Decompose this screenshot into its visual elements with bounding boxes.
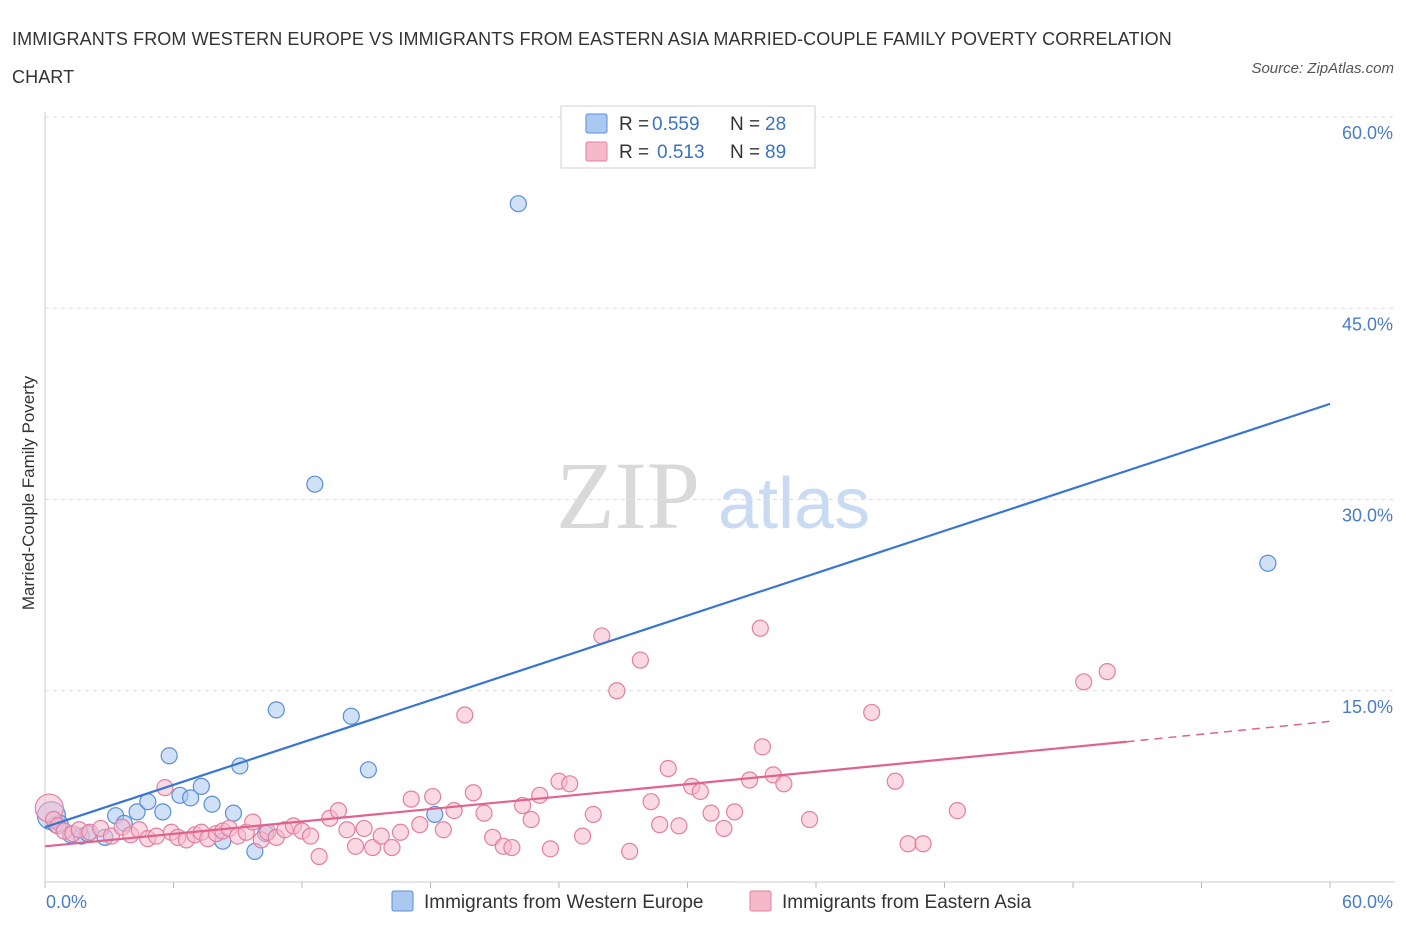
legend-swatch-western-europe [585, 113, 608, 134]
y-tick-label-3: 60.0% [1342, 123, 1393, 143]
x-tick-labels: 0.0% 60.0% [46, 892, 1393, 912]
western-europe-point-23 [306, 475, 324, 493]
eastern-asia-point-41 [372, 827, 390, 845]
western-europe-point-9 [128, 803, 146, 821]
y-tick-label-1: 30.0% [1342, 506, 1393, 526]
eastern-asia-point-34 [310, 847, 328, 866]
eastern-asia-point-58 [541, 840, 560, 858]
eastern-asia-point-77 [751, 619, 769, 637]
eastern-asia-point-69 [659, 759, 677, 778]
legend-swatch-eastern-asia [585, 141, 608, 162]
x-tick-label-max: 60.0% [1342, 892, 1393, 912]
eastern-asia-point-70 [670, 817, 688, 835]
eastern-asia-point-83 [886, 772, 904, 790]
y-tick-labels: 15.0% 30.0% 45.0% 60.0% [1342, 123, 1393, 717]
eastern-asia-point-38 [346, 837, 365, 855]
eastern-asia-point-42 [383, 838, 401, 857]
y-axis-label: Married-Couple Family Poverty [19, 375, 38, 610]
eastern-asia-point-80 [775, 775, 793, 793]
eastern-asia-point-43 [391, 823, 410, 841]
eastern-asia-point-73 [702, 804, 720, 822]
eastern-asia-point-76 [741, 771, 759, 789]
bottom-legend-label-eastern-asia: Immigrants from Eastern Asia [782, 892, 1032, 913]
watermark-zip: ZIP [556, 442, 700, 549]
western-europe-point-27 [509, 195, 527, 213]
y-tick-label-2: 45.0% [1342, 314, 1393, 334]
eastern-asia-point-49 [456, 706, 474, 724]
eastern-asia-point-67 [642, 793, 660, 811]
bottom-legend-swatch-eastern-asia [749, 890, 772, 912]
eastern-asia-point-84 [899, 835, 917, 853]
eastern-asia-point-48 [445, 801, 463, 820]
western-europe-point-26 [426, 805, 444, 824]
western-europe-point-16 [203, 795, 221, 813]
eastern-asia-point-87 [1075, 673, 1093, 691]
legend-n-label-b: N = [730, 142, 760, 163]
bottom-legend-label-western-europe: Immigrants from Western Europe [424, 892, 703, 913]
eastern-asia-point-44 [402, 790, 420, 808]
western-europe-point-28 [1259, 554, 1277, 572]
western-europe-point-15 [192, 777, 210, 795]
eastern-asia-point-64 [608, 682, 626, 700]
eastern-asia-point-50 [464, 784, 482, 802]
eastern-asia-point-60 [561, 775, 579, 793]
chart-title: IMMIGRANTS FROM WESTERN EUROPE VS IMMIGR… [12, 29, 1172, 87]
trend-line-western-europe [44, 402, 1331, 829]
western-europe-point-18 [224, 804, 243, 822]
eastern-asia-point-33 [301, 827, 320, 845]
series-legend: Immigrants from Western Europe Immigrant… [391, 890, 1032, 913]
axes [44, 112, 1395, 888]
eastern-asia-point-75 [726, 803, 744, 821]
legend-n-label-a: N = [730, 114, 760, 135]
eastern-asia-point-37 [338, 821, 356, 839]
bottom-legend-swatch-western-europe [391, 890, 414, 912]
eastern-asia-point-61 [573, 827, 592, 845]
source-label: Source: ZipAtlas.com [1251, 60, 1394, 77]
eastern-asia-point-40 [364, 838, 382, 857]
legend-r-value-a: 0.559 [652, 114, 700, 135]
eastern-asia-point-85 [914, 835, 932, 853]
eastern-asia-point-86 [948, 801, 966, 820]
eastern-asia-point-78 [753, 738, 772, 756]
western-europe-point-12 [160, 747, 178, 765]
eastern-asia-point-68 [651, 816, 669, 834]
legend-n-value-b: 89 [765, 142, 786, 163]
western-europe-point-14 [182, 789, 200, 807]
legend-r-value-b: 0.513 [657, 142, 705, 163]
western-europe-point-25 [359, 761, 377, 779]
eastern-asia-point-74 [715, 819, 733, 838]
eastern-asia-point-81 [800, 810, 819, 829]
legend-r-label-b: R = [619, 142, 649, 163]
western-europe-point-11 [154, 803, 172, 821]
legend-n-value-a: 28 [765, 114, 786, 135]
eastern-asia-point-47 [434, 821, 452, 839]
eastern-asia-point-54 [503, 838, 521, 857]
trend-lines [44, 402, 1331, 848]
x-tick-label-min: 0.0% [46, 892, 87, 912]
series-eastern-asia-points [34, 619, 1116, 866]
eastern-asia-point-46 [424, 787, 442, 806]
correlation-legend: R = 0.559 N = 28 R = 0.513 N = 89 [560, 105, 816, 169]
eastern-asia-point-62 [584, 805, 602, 824]
eastern-asia-point-51 [475, 804, 493, 822]
eastern-asia-point-45 [411, 816, 429, 834]
legend-r-label-a: R = [619, 114, 649, 135]
y-tick-label-0: 15.0% [1342, 697, 1393, 717]
western-europe-point-24 [342, 707, 360, 725]
eastern-asia-point-56 [522, 810, 540, 829]
eastern-asia-point-82 [863, 703, 881, 722]
eastern-asia-point-36 [329, 801, 348, 820]
eastern-asia-point-57 [531, 786, 549, 804]
eastern-asia-point-72 [691, 782, 709, 801]
eastern-asia-point-88 [1098, 663, 1116, 681]
watermark-atlas: atlas [718, 464, 870, 544]
trend-line-eastern-asia [44, 740, 1127, 848]
trend-line-eastern-asia-extension [1126, 720, 1331, 743]
eastern-asia-point-39 [355, 819, 373, 838]
eastern-asia-point-66 [631, 651, 649, 669]
western-europe-point-22 [267, 701, 285, 719]
eastern-asia-point-65 [621, 842, 639, 861]
